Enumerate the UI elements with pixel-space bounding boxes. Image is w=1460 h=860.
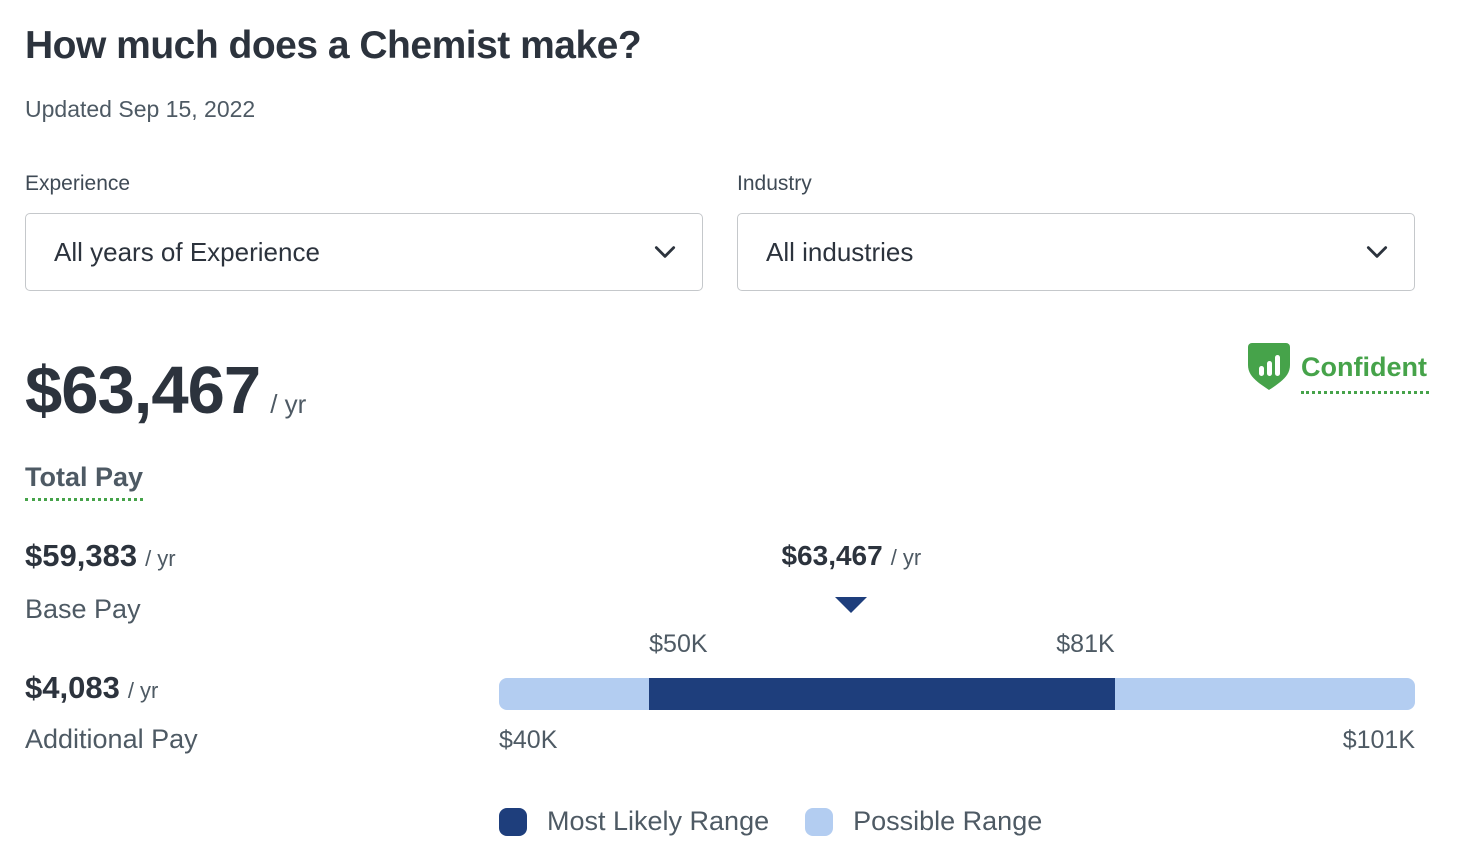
most-likely-bar bbox=[649, 678, 1115, 710]
marker-triangle-icon bbox=[835, 597, 868, 613]
additional-pay-per: / yr bbox=[127, 678, 159, 703]
base-pay-amount: $59,383 bbox=[25, 538, 138, 573]
experience-filter-label: Experience bbox=[25, 172, 131, 195]
chevron-down-icon bbox=[1364, 239, 1390, 265]
total-pay-amount-line: $63,467 / yr bbox=[25, 352, 306, 429]
confidence-label: Confident bbox=[1301, 342, 1429, 394]
confidence-badge[interactable]: Confident bbox=[1247, 342, 1429, 397]
salary-range-chart: $63,467 / yr $50K $81K $40K $101K Most L… bbox=[499, 540, 1415, 850]
additional-pay-amount: $4,083 bbox=[25, 670, 120, 705]
experience-select-value: All years of Experience bbox=[54, 236, 320, 267]
base-pay-amount-line: $59,383 / yr bbox=[25, 538, 176, 574]
industry-filter-group: Industry All industries bbox=[737, 172, 1415, 291]
shield-chart-icon bbox=[1247, 342, 1291, 397]
legend-label-most-likely: Most Likely Range bbox=[547, 806, 770, 836]
industry-filter-label: Industry bbox=[737, 172, 812, 195]
base-pay-per: / yr bbox=[145, 546, 176, 571]
most-likely-max-label: $81K bbox=[1056, 630, 1115, 658]
page-title: How much does a Chemist make? bbox=[25, 24, 642, 67]
chart-legend: Most Likely Range Possible Range bbox=[499, 806, 1078, 837]
possible-range-bar bbox=[499, 678, 1415, 710]
base-pay-label: Base Pay bbox=[25, 594, 141, 624]
total-pay-per: / yr bbox=[270, 389, 307, 419]
marker-amount: $63,467 bbox=[781, 540, 883, 571]
experience-filter-group: Experience All years of Experience bbox=[25, 172, 703, 291]
total-pay-label[interactable]: Total Pay bbox=[25, 462, 144, 501]
legend-item-possible: Possible Range bbox=[805, 806, 1042, 837]
industry-select[interactable]: All industries bbox=[737, 213, 1415, 291]
salary-marker: $63,467 / yr bbox=[781, 540, 921, 572]
axis-min-label: $40K bbox=[499, 726, 558, 754]
chevron-down-icon bbox=[652, 239, 678, 265]
updated-date: Updated Sep 15, 2022 bbox=[25, 96, 256, 122]
experience-select[interactable]: All years of Experience bbox=[25, 213, 703, 291]
industry-select-value: All industries bbox=[766, 236, 914, 267]
total-pay-amount: $63,467 bbox=[25, 353, 261, 428]
additional-pay-label: Additional Pay bbox=[25, 724, 198, 754]
legend-item-most-likely: Most Likely Range bbox=[499, 806, 769, 837]
most-likely-min-label: $50K bbox=[649, 630, 708, 658]
legend-label-possible: Possible Range bbox=[853, 806, 1043, 836]
most-likely-swatch-icon bbox=[499, 807, 527, 836]
marker-per: / yr bbox=[890, 545, 922, 570]
axis-max-label: $101K bbox=[1342, 726, 1415, 754]
possible-swatch-icon bbox=[805, 807, 834, 836]
additional-pay-amount-line: $4,083 / yr bbox=[25, 670, 158, 706]
